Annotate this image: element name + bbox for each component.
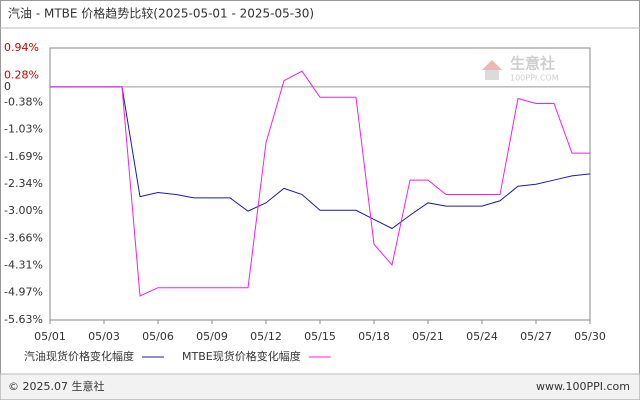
y-tick-label: -1.69% [4, 150, 43, 163]
x-tick-label: 05/06 [142, 330, 174, 343]
legend-label: 汽油现货价格变化幅度 [24, 349, 134, 363]
watermark-text: 生意社 [510, 55, 555, 73]
y-tick-label: -4.31% [4, 258, 43, 271]
x-tick-label: 05/03 [88, 330, 120, 343]
y-tick-label: -0.38% [4, 96, 43, 109]
x-tick-label: 05/12 [250, 330, 282, 343]
footer-left: © 2025.07 生意社 [8, 379, 104, 393]
series-line [50, 70, 590, 297]
x-tick-label: 05/21 [412, 330, 444, 343]
x-tick-label: 05/27 [520, 330, 552, 343]
y-tick-label: -2.34% [4, 177, 43, 190]
footer-right: www.100PPI.com [536, 380, 630, 393]
y-tick-label: 0.94% [4, 41, 39, 54]
x-tick-label: 05/30 [574, 330, 606, 343]
y-tick-label: 0 [4, 80, 11, 93]
x-tick-label: 05/18 [358, 330, 390, 343]
x-tick-label: 05/24 [466, 330, 498, 343]
y-tick-label: -4.97% [4, 286, 43, 299]
y-tick-label: -1.03% [4, 123, 43, 136]
series-line [50, 86, 591, 230]
x-tick-label: 05/01 [34, 330, 66, 343]
footer-band [0, 374, 640, 400]
watermark: 生意社 100PPI.COM [482, 55, 559, 83]
y-tick-label: -3.66% [4, 231, 43, 244]
legend-label: MTBE现货价格变化幅度 [182, 349, 301, 363]
watermark-sub: 100PPI.COM [510, 74, 559, 83]
chart-title: 汽油 - MTBE 价格趋势比较(2025-05-01 - 2025-05-30… [8, 6, 314, 21]
logo-body [485, 70, 499, 80]
x-tick-label: 05/09 [196, 330, 228, 343]
y-tick-label: -5.63% [4, 313, 43, 326]
logo-roof [482, 60, 502, 70]
y-tick-label: -3.00% [4, 204, 43, 217]
y-tick-label: 0.28% [4, 68, 39, 81]
x-tick-label: 05/15 [304, 330, 336, 343]
